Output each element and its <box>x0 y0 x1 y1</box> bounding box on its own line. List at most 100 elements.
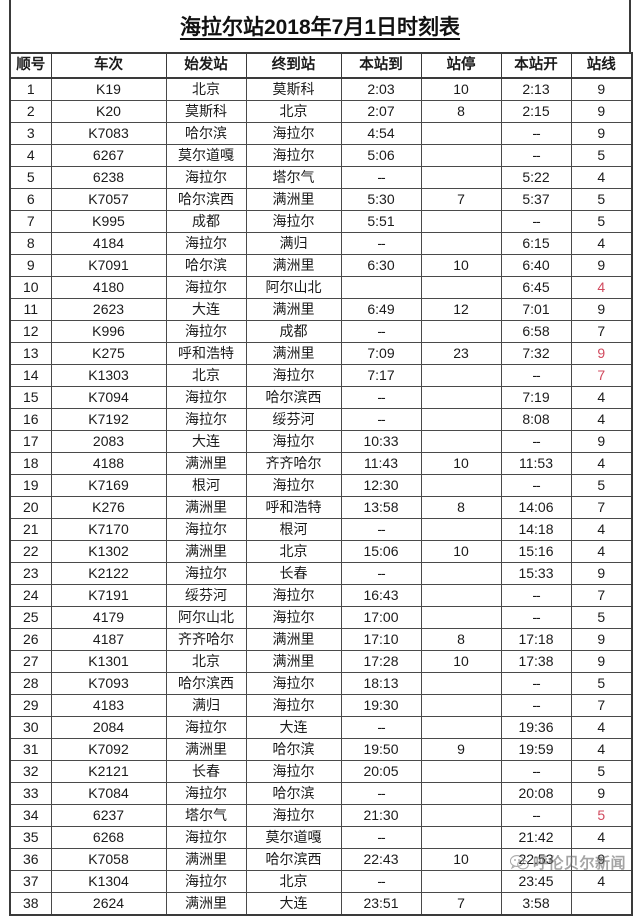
cell-arrive: -- <box>340 562 422 585</box>
cell-train: K7057 <box>50 188 167 211</box>
cell-track <box>570 892 633 916</box>
cell-stop <box>420 144 502 167</box>
cell-seq: 21 <box>9 518 52 541</box>
cell-seq: 20 <box>9 496 52 519</box>
column-header-dest: 终到站 <box>245 52 342 79</box>
cell-stop <box>420 672 502 695</box>
cell-train: 2624 <box>50 892 167 916</box>
cell-depart: 15:33 <box>500 562 572 585</box>
column-header-depart: 本站开 <box>500 52 572 79</box>
page-title: 海拉尔站2018年7月1日时刻表 <box>179 16 461 39</box>
cell-depart: 5:37 <box>500 188 572 211</box>
cell-arrive: 2:03 <box>340 77 422 101</box>
cell-track: 4 <box>570 166 633 189</box>
cell-depart: 6:40 <box>500 254 572 277</box>
cell-train: 4180 <box>50 276 167 299</box>
cell-depart: -- <box>500 474 572 497</box>
cell-train: K7170 <box>50 518 167 541</box>
cell-depart: -- <box>500 804 572 827</box>
cell-depart: 5:22 <box>500 166 572 189</box>
cell-depart: 17:38 <box>500 650 572 673</box>
cell-arrive: 7:09 <box>340 342 422 365</box>
cell-train: K1303 <box>50 364 167 387</box>
cell-stop <box>420 870 502 893</box>
cell-stop <box>420 474 502 497</box>
cell-depart: -- <box>500 672 572 695</box>
cell-arrive: -- <box>340 232 422 255</box>
cell-dest: 根河 <box>245 518 342 541</box>
cell-stop <box>420 694 502 717</box>
cell-arrive: 5:30 <box>340 188 422 211</box>
train-timetable: 顺号 车次 始发站 终到站 本站到 站停 本站开 站线 1 K19 北京 莫斯科 2:0… <box>9 52 633 916</box>
cell-arrive: -- <box>340 782 422 805</box>
cell-dest: 齐齐哈尔 <box>245 452 342 475</box>
cell-seq: 13 <box>9 342 52 365</box>
cell-stop <box>420 782 502 805</box>
cell-stop: 10 <box>420 254 502 277</box>
table-row: 3 K7083 哈尔滨 海拉尔 4:54 -- 9 <box>9 122 633 145</box>
cell-stop: 7 <box>420 188 502 211</box>
cell-stop <box>420 584 502 607</box>
cell-seq: 19 <box>9 474 52 497</box>
cell-train: K7084 <box>50 782 167 805</box>
cell-arrive: -- <box>340 408 422 431</box>
cell-track: 9 <box>570 628 633 651</box>
cell-seq: 18 <box>9 452 52 475</box>
table-row: 4 6267 莫尔道嘎 海拉尔 5:06 -- 5 <box>9 144 633 167</box>
column-header-seq: 顺号 <box>9 52 52 79</box>
table-row: 35 6268 海拉尔 莫尔道嘎 -- 21:42 4 <box>9 826 633 849</box>
cell-dest: 海拉尔 <box>245 672 342 695</box>
cell-stop <box>420 364 502 387</box>
cell-stop: 8 <box>420 628 502 651</box>
cell-stop <box>420 232 502 255</box>
table-row: 27 K1301 北京 满洲里 17:28 10 17:38 9 <box>9 650 633 673</box>
cell-stop: 9 <box>420 738 502 761</box>
cell-depart: -- <box>500 144 572 167</box>
cell-origin: 海拉尔 <box>165 870 247 893</box>
cell-arrive: 12:30 <box>340 474 422 497</box>
cell-track: 9 <box>570 848 633 871</box>
cell-seq: 10 <box>9 276 52 299</box>
table-row: 15 K7094 海拉尔 哈尔滨西 -- 7:19 4 <box>9 386 633 409</box>
cell-seq: 33 <box>9 782 52 805</box>
cell-depart: 8:08 <box>500 408 572 431</box>
cell-stop: 7 <box>420 892 502 916</box>
cell-origin: 绥芬河 <box>165 584 247 607</box>
table-row: 30 2084 海拉尔 大连 -- 19:36 4 <box>9 716 633 739</box>
cell-stop: 10 <box>420 77 502 101</box>
cell-seq: 1 <box>9 77 52 101</box>
cell-train: 4188 <box>50 452 167 475</box>
cell-depart: 19:36 <box>500 716 572 739</box>
table-row: 38 2624 满洲里 大连 23:51 7 3:58 <box>9 892 633 916</box>
cell-depart: 15:16 <box>500 540 572 563</box>
table-row: 11 2623 大连 满洲里 6:49 12 7:01 9 <box>9 298 633 321</box>
table-row: 24 K7191 绥芬河 海拉尔 16:43 -- 7 <box>9 584 633 607</box>
cell-stop <box>420 606 502 629</box>
cell-arrive: 19:30 <box>340 694 422 717</box>
cell-arrive: 19:50 <box>340 738 422 761</box>
cell-seq: 3 <box>9 122 52 145</box>
cell-depart: 21:42 <box>500 826 572 849</box>
cell-stop <box>420 386 502 409</box>
cell-seq: 31 <box>9 738 52 761</box>
cell-track: 4 <box>570 452 633 475</box>
cell-seq: 37 <box>9 870 52 893</box>
cell-train: K20 <box>50 100 167 123</box>
cell-train: K1304 <box>50 870 167 893</box>
cell-track: 7 <box>570 694 633 717</box>
cell-train: K7083 <box>50 122 167 145</box>
cell-track: 5 <box>570 144 633 167</box>
cell-stop <box>420 276 502 299</box>
cell-depart: 11:53 <box>500 452 572 475</box>
cell-seq: 17 <box>9 430 52 453</box>
cell-dest: 长春 <box>245 562 342 585</box>
cell-dest: 大连 <box>245 892 342 916</box>
cell-track: 9 <box>570 562 633 585</box>
cell-stop <box>420 210 502 233</box>
cell-depart: 2:15 <box>500 100 572 123</box>
cell-dest: 海拉尔 <box>245 760 342 783</box>
cell-track: 9 <box>570 342 633 365</box>
cell-track: 5 <box>570 672 633 695</box>
cell-dest: 海拉尔 <box>245 364 342 387</box>
cell-origin: 大连 <box>165 430 247 453</box>
